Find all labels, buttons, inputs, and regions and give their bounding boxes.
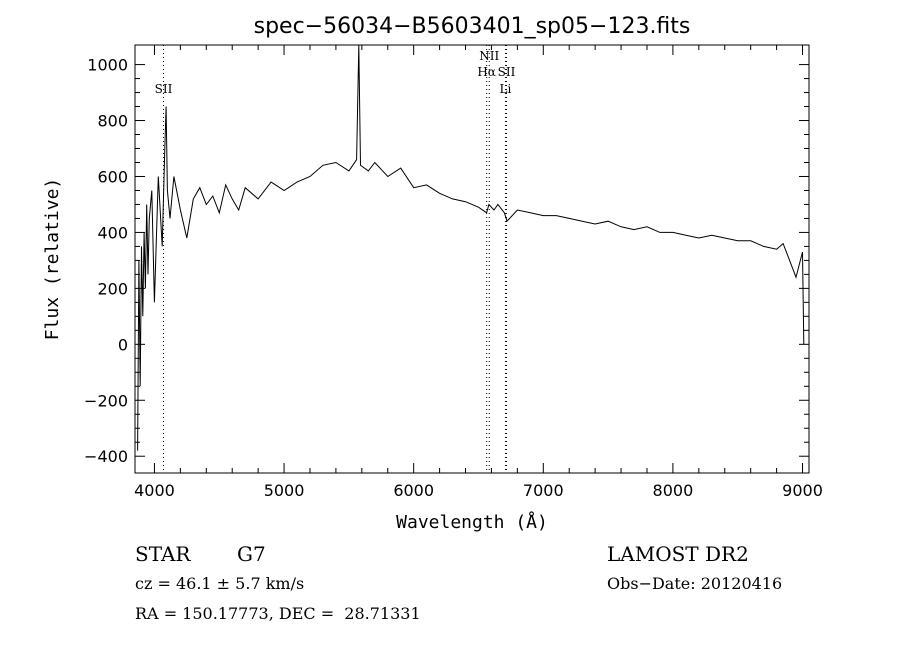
x-axis-label: Wavelength (Å) <box>396 511 548 533</box>
line-marker-label-1: NII <box>479 49 499 63</box>
plot-frame <box>134 44 810 474</box>
x-tick-label: 5000 <box>264 481 305 500</box>
y-tick-label: −400 <box>84 447 128 466</box>
y-tick-label: 800 <box>97 112 128 131</box>
x-tick-label: 9000 <box>782 481 823 500</box>
object-class: STAR <box>135 542 191 566</box>
redshift-cz: cz = 46.1 ± 5.7 km/s <box>135 574 305 593</box>
spectrum-line-0 <box>137 44 805 451</box>
y-tick-label: −200 <box>84 391 128 410</box>
object-subclass: G7 <box>237 542 266 566</box>
x-tick-label: 4000 <box>134 481 175 500</box>
y-tick-label: 600 <box>97 167 128 186</box>
spectrum-layer <box>137 44 805 451</box>
y-axis: −400 −200 0 200 400 600 800 1000 <box>84 56 809 466</box>
y-tick-label: 200 <box>97 279 128 298</box>
line-marker-label-4: Li <box>500 82 512 96</box>
x-tick-label: 6000 <box>393 481 434 500</box>
y-axis-label: Flux (relative) <box>42 178 63 341</box>
line-marker-label-3: SII <box>498 65 516 79</box>
line-marker-label-0: SII <box>155 82 173 96</box>
line-marker-label-2: Hα <box>477 65 496 79</box>
observation-date: Obs−Date: 20120416 <box>607 574 783 593</box>
x-tick-label: 7000 <box>523 481 564 500</box>
survey-name: LAMOST DR2 <box>607 542 749 566</box>
y-tick-label: 0 <box>118 335 128 354</box>
y-tick-label: 400 <box>97 223 128 242</box>
chart-title: spec−56034−B5603401_sp05−123.fits <box>254 14 691 39</box>
y-tick-label: 1000 <box>87 56 128 75</box>
coordinates: RA = 150.17773, DEC = 28.71331 <box>135 604 421 623</box>
x-tick-label: 8000 <box>653 481 694 500</box>
x-axis: 4000 5000 6000 7000 8000 9000 <box>134 45 823 500</box>
